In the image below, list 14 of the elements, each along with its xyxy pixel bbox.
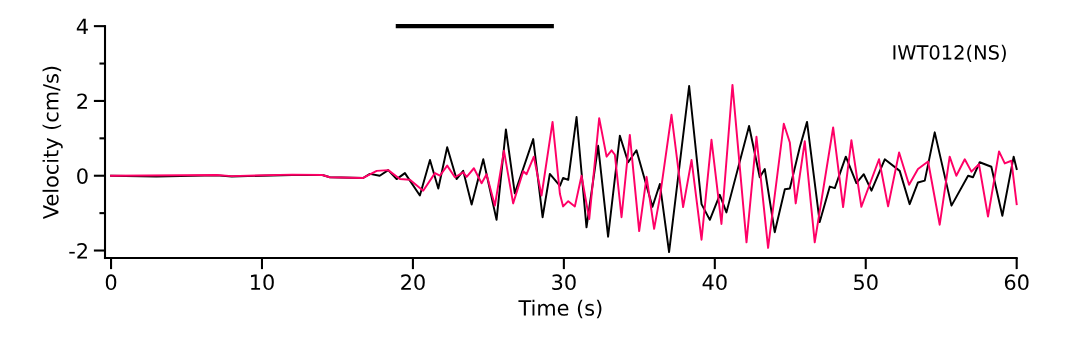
x-tick-label: 0 [105,274,117,291]
y-tick-label: 0 [77,168,88,184]
x-axis-title: Time (s) [518,299,602,319]
x-tick-label: 40 [702,274,727,291]
y-axis-title: Velocity (cm/s) [42,66,63,220]
y-tick-label: -2 [69,242,87,259]
annotation: IWT012(NS) [893,44,1006,63]
x-tick-label: 60 [1004,274,1029,291]
x-tick-label: 50 [854,274,878,291]
x-tick-label: 30 [552,274,576,291]
x-tick-label: 10 [251,274,274,291]
y-tick-label: 2 [77,93,87,109]
y-tick-label: 4 [76,18,88,35]
x-tick-label: 20 [401,274,425,291]
